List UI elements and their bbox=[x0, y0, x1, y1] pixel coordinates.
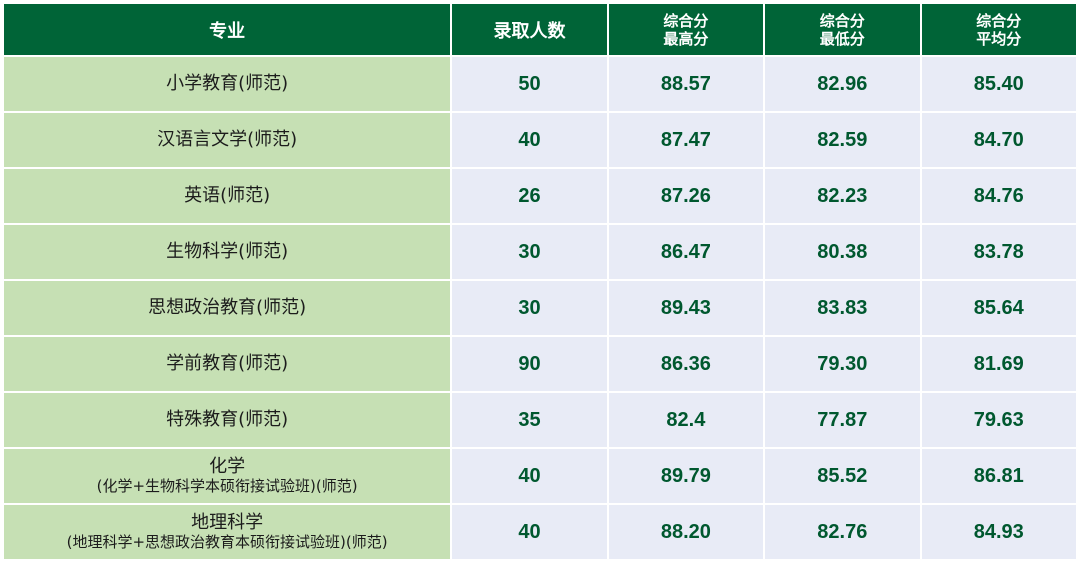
major-name: 特殊教育(师范) bbox=[166, 409, 289, 430]
table-row: 地理科学 (地理科学+思想政治教育本硕衔接试验班)(师范) 40 88.20 82.76… bbox=[4, 505, 1076, 559]
major-subtitle: (化学+生物科学本硕衔接试验班)(师范) bbox=[96, 477, 358, 495]
admitted-count-cell: 50 bbox=[452, 57, 607, 111]
major-cell: 特殊教育(师范) bbox=[4, 393, 451, 447]
major-name: 英语(师范) bbox=[184, 185, 271, 206]
min-score-cell: 79.30 bbox=[765, 337, 920, 391]
table-row: 小学教育(师范) 50 88.57 82.96 85.40 bbox=[4, 57, 1076, 111]
table-row: 学前教育(师范) 90 86.36 79.30 81.69 bbox=[4, 337, 1076, 391]
avg-score-cell: 84.76 bbox=[921, 169, 1076, 223]
avg-score-cell: 86.81 bbox=[921, 449, 1076, 503]
table-header: 专业 录取人数 综合分 最高分 综合分 最低分 综合分 平均分 bbox=[4, 4, 1076, 55]
admitted-count-cell: 40 bbox=[452, 505, 607, 559]
table-row: 英语(师范) 26 87.26 82.23 84.76 bbox=[4, 169, 1076, 223]
table-row: 汉语言文学(师范) 40 87.47 82.59 84.70 bbox=[4, 113, 1076, 167]
min-score-cell: 82.96 bbox=[765, 57, 920, 111]
major-cell: 英语(师范) bbox=[4, 169, 451, 223]
max-score-cell: 89.43 bbox=[608, 281, 764, 335]
major-cell: 化学 (化学+生物科学本硕衔接试验班)(师范) bbox=[4, 449, 451, 503]
admitted-count-cell: 40 bbox=[452, 449, 607, 503]
major-name: 化学 bbox=[209, 456, 246, 477]
major-name: 小学教育(师范) bbox=[166, 73, 289, 94]
major-cell: 地理科学 (地理科学+思想政治教育本硕衔接试验班)(师范) bbox=[4, 505, 451, 559]
avg-score-cell: 83.78 bbox=[921, 225, 1076, 279]
table-row: 生物科学(师范) 30 86.47 80.38 83.78 bbox=[4, 225, 1076, 279]
major-cell: 学前教育(师范) bbox=[4, 337, 451, 391]
major-name: 地理科学 bbox=[191, 512, 264, 533]
header-max-score: 综合分 最高分 bbox=[608, 4, 764, 55]
avg-score-cell: 81.69 bbox=[921, 337, 1076, 391]
min-score-cell: 82.76 bbox=[765, 505, 920, 559]
max-score-cell: 82.4 bbox=[608, 393, 764, 447]
avg-score-cell: 84.93 bbox=[921, 505, 1076, 559]
major-cell: 思想政治教育(师范) bbox=[4, 281, 451, 335]
table-body: 小学教育(师范) 50 88.57 82.96 85.40 汉语言文学(师范) 40 87.4… bbox=[4, 57, 1076, 559]
min-score-cell: 77.87 bbox=[765, 393, 920, 447]
major-name: 思想政治教育(师范) bbox=[148, 297, 307, 318]
major-cell: 生物科学(师范) bbox=[4, 225, 451, 279]
table-row: 化学 (化学+生物科学本硕衔接试验班)(师范) 40 89.79 85.52 86.81 bbox=[4, 449, 1076, 503]
min-score-cell: 85.52 bbox=[765, 449, 920, 503]
major-name: 学前教育(师范) bbox=[166, 353, 289, 374]
max-score-cell: 86.47 bbox=[608, 225, 764, 279]
avg-score-cell: 84.70 bbox=[921, 113, 1076, 167]
header-avg-score: 综合分 平均分 bbox=[921, 4, 1076, 55]
table-row: 特殊教育(师范) 35 82.4 77.87 79.63 bbox=[4, 393, 1076, 447]
header-min-score: 综合分 最低分 bbox=[765, 4, 920, 55]
major-name: 汉语言文学(师范) bbox=[157, 129, 298, 150]
major-name: 生物科学(师范) bbox=[166, 241, 289, 262]
max-score-cell: 87.47 bbox=[608, 113, 764, 167]
min-score-cell: 80.38 bbox=[765, 225, 920, 279]
major-cell: 汉语言文学(师范) bbox=[4, 113, 451, 167]
admitted-count-cell: 35 bbox=[452, 393, 607, 447]
avg-score-cell: 79.63 bbox=[921, 393, 1076, 447]
max-score-cell: 88.57 bbox=[608, 57, 764, 111]
avg-score-cell: 85.64 bbox=[921, 281, 1076, 335]
max-score-cell: 86.36 bbox=[608, 337, 764, 391]
table-row: 思想政治教育(师范) 30 89.43 83.83 85.64 bbox=[4, 281, 1076, 335]
header-row: 专业 录取人数 综合分 最高分 综合分 最低分 综合分 平均分 bbox=[4, 4, 1076, 55]
max-score-cell: 88.20 bbox=[608, 505, 764, 559]
min-score-cell: 82.59 bbox=[765, 113, 920, 167]
max-score-cell: 89.79 bbox=[608, 449, 764, 503]
header-count: 录取人数 bbox=[452, 4, 607, 55]
admitted-count-cell: 40 bbox=[452, 113, 607, 167]
admitted-count-cell: 30 bbox=[452, 281, 607, 335]
min-score-cell: 83.83 bbox=[765, 281, 920, 335]
admitted-count-cell: 30 bbox=[452, 225, 607, 279]
admitted-count-cell: 90 bbox=[452, 337, 607, 391]
major-cell: 小学教育(师范) bbox=[4, 57, 451, 111]
min-score-cell: 82.23 bbox=[765, 169, 920, 223]
max-score-cell: 87.26 bbox=[608, 169, 764, 223]
header-major: 专业 bbox=[4, 4, 451, 55]
avg-score-cell: 85.40 bbox=[921, 57, 1076, 111]
major-subtitle: (地理科学+思想政治教育本硕衔接试验班)(师范) bbox=[66, 533, 388, 551]
admitted-count-cell: 26 bbox=[452, 169, 607, 223]
